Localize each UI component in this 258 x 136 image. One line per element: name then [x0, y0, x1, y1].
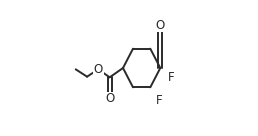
Text: F: F: [168, 71, 174, 84]
Text: O: O: [156, 19, 165, 32]
Text: O: O: [94, 63, 103, 76]
Text: O: O: [105, 92, 114, 105]
Text: F: F: [156, 94, 162, 107]
